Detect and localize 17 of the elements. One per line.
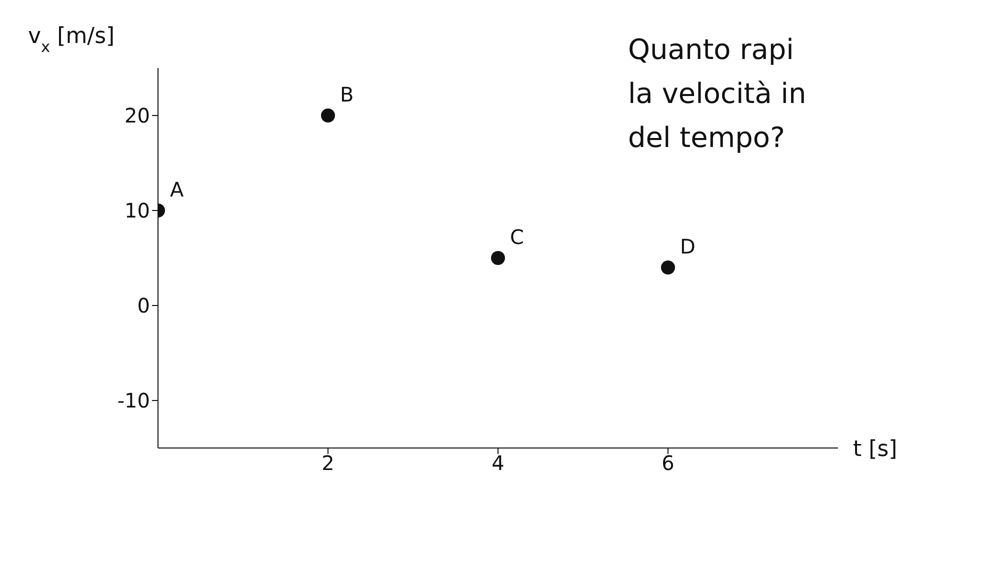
x-axis-title: t [s]: [853, 437, 898, 462]
annotation: C: [510, 225, 524, 249]
y-tick-label: -10: [117, 388, 150, 413]
annotation: A: [170, 178, 184, 202]
point: [491, 251, 505, 265]
x-tick-label: 6: [662, 451, 674, 476]
point: [321, 108, 335, 122]
x-tick-label: 4: [492, 451, 504, 476]
y-tick-label: 20: [124, 104, 150, 128]
x-tick-label: 2: [322, 451, 334, 476]
y-tick-label: 10: [124, 198, 150, 223]
y-tick-label: 0: [137, 294, 150, 318]
annotation: D: [680, 234, 696, 258]
annotation: B: [340, 82, 354, 106]
annotation: Quanto rapi la velocità in del tempo?: [628, 32, 806, 156]
point: [661, 260, 675, 274]
y-axis-title: v$_{x}$ [m/s]: [28, 24, 115, 56]
